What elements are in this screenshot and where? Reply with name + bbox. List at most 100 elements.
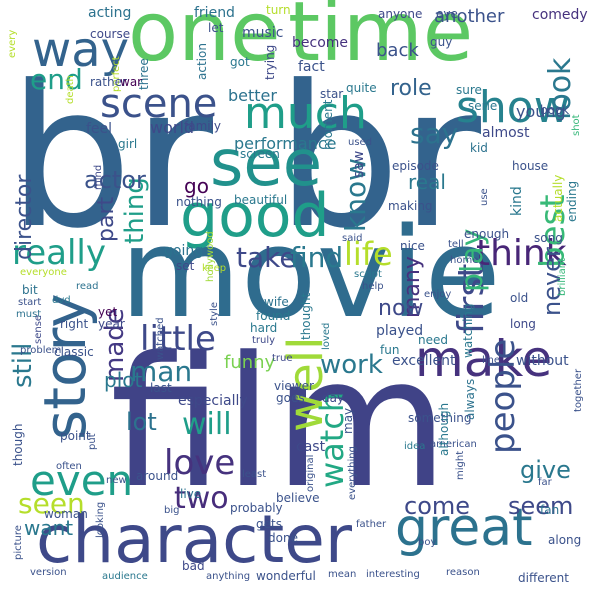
word: music <box>242 25 284 41</box>
word: dvd <box>52 295 71 306</box>
word: least <box>242 469 267 480</box>
word: comedy <box>532 7 588 23</box>
word: gets <box>256 517 282 531</box>
word: girl <box>118 137 138 151</box>
word: action <box>195 43 209 80</box>
word: br <box>8 44 213 272</box>
word: little <box>140 319 216 359</box>
word: wife <box>264 295 289 309</box>
word: new <box>106 475 127 486</box>
word: loved <box>321 322 332 350</box>
word: home <box>450 255 479 266</box>
word: turn <box>266 3 291 17</box>
word: help <box>362 281 384 292</box>
word: probably <box>230 501 283 515</box>
word: read <box>76 281 99 292</box>
word: shot <box>571 114 582 136</box>
word: nothing <box>176 195 222 209</box>
word: set <box>176 259 195 273</box>
word: performance <box>234 134 337 153</box>
word: lot <box>126 408 157 436</box>
word: end <box>30 63 83 96</box>
word: screen <box>240 147 280 161</box>
word: war <box>120 75 143 89</box>
word: fan <box>540 503 560 517</box>
word: year <box>98 317 125 331</box>
word: put <box>87 433 98 450</box>
word: much <box>244 88 367 139</box>
word: moment <box>321 99 335 150</box>
word: brilliant <box>557 258 568 296</box>
word: line <box>482 355 501 366</box>
word: rather <box>90 75 127 89</box>
word: another <box>434 6 505 27</box>
word: believe <box>276 491 320 505</box>
word: sure <box>456 83 482 97</box>
word: played <box>376 323 424 339</box>
word: almost <box>482 125 530 141</box>
word: used <box>348 137 373 148</box>
word: let <box>208 21 224 35</box>
word: role <box>390 76 432 101</box>
word: original <box>305 454 316 492</box>
word: viewer <box>274 379 314 393</box>
word: say <box>410 117 459 150</box>
word: boy <box>418 537 437 548</box>
word: classic <box>54 345 94 359</box>
word: character <box>36 501 353 578</box>
word: reason <box>446 567 480 578</box>
word: may <box>341 407 355 434</box>
word: something <box>408 411 472 425</box>
word: found <box>256 309 291 323</box>
word: young <box>516 102 566 121</box>
word: anything <box>206 571 251 582</box>
word: picture <box>13 525 24 560</box>
word: woman <box>44 507 88 521</box>
word: thought <box>299 292 313 340</box>
word: long <box>510 317 536 331</box>
word: though <box>11 423 25 466</box>
word: find <box>290 241 344 274</box>
word: even <box>30 456 134 505</box>
word: trying <box>263 44 277 80</box>
word: kind <box>509 186 525 216</box>
word: seen <box>18 487 85 520</box>
word: anyone <box>378 7 423 21</box>
word: keep <box>202 263 227 274</box>
word: idea <box>404 441 426 452</box>
word: life <box>344 235 393 273</box>
word: family <box>184 119 222 133</box>
word: watching <box>461 303 475 358</box>
word: father <box>356 519 387 530</box>
word: looking <box>95 501 106 538</box>
word: actually <box>551 174 565 222</box>
word: going <box>164 243 204 259</box>
word: plot <box>104 368 143 392</box>
word: story <box>31 293 99 440</box>
word: cast <box>296 439 326 455</box>
word: one <box>128 0 281 80</box>
word: wonderful <box>256 569 316 583</box>
word: work <box>320 350 383 380</box>
word: funny <box>224 352 276 373</box>
word: episode <box>392 159 439 173</box>
word: making <box>388 199 433 213</box>
word: back <box>376 40 419 61</box>
word: mean <box>328 569 357 580</box>
word: now <box>378 296 424 321</box>
word: watched <box>155 317 166 360</box>
word: without <box>516 353 569 369</box>
word: seem <box>508 492 574 520</box>
word: nice <box>400 239 425 253</box>
word: way <box>32 22 130 78</box>
word: problem <box>20 345 62 356</box>
word: star <box>320 87 344 101</box>
word: style <box>209 302 220 326</box>
word: said <box>342 233 363 244</box>
word: along <box>548 533 582 547</box>
word: man <box>130 355 193 388</box>
word: old <box>510 291 529 305</box>
word: kid <box>470 141 488 155</box>
word: want <box>24 516 74 540</box>
